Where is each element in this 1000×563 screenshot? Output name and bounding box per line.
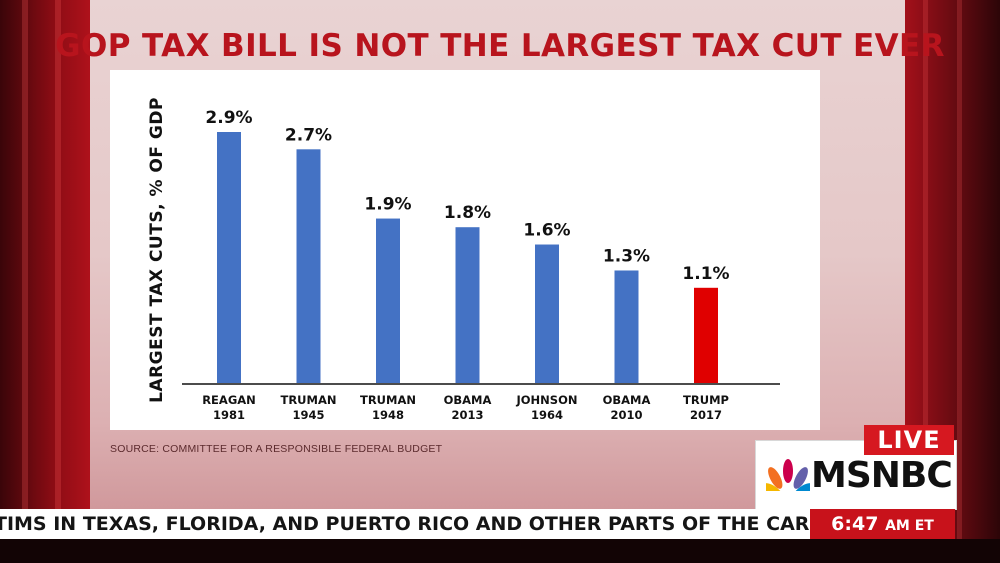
bar-trump-2017: [694, 287, 718, 383]
background-stripe: [55, 0, 61, 563]
data-label: 1.9%: [364, 195, 411, 215]
background-left: [0, 0, 95, 563]
tick-label-year: 2017: [690, 408, 722, 422]
data-label: 1.1%: [682, 264, 729, 284]
tick-label-name: TRUMAN: [360, 393, 416, 407]
tick-label-name: JOHNSON: [516, 393, 578, 407]
data-label: 1.8%: [444, 203, 491, 223]
clock-time: 6:47: [831, 513, 879, 535]
background-stripe: [22, 0, 28, 563]
tick-label-year: 2013: [451, 408, 483, 422]
tick-label-year: 1981: [213, 408, 245, 422]
bar-truman-1948: [376, 218, 400, 383]
bar-johnson-1964: [535, 244, 559, 383]
bar-obama-2013: [455, 227, 480, 383]
tick-label-year: 2010: [610, 408, 642, 422]
data-label: 2.9%: [205, 108, 252, 128]
tick-label-year: 1964: [531, 408, 563, 422]
chart-card: LARGEST TAX CUTS, % OF GDP 2.9% REAGAN 198…: [110, 70, 820, 430]
background-stripe: [923, 0, 928, 563]
tick-label-year: 1948: [372, 408, 404, 422]
bar-chart: LARGEST TAX CUTS, % OF GDP 2.9% REAGAN198…: [147, 97, 780, 422]
bar-obama-2010: [614, 270, 639, 383]
tick-label-name: OBAMA: [603, 393, 651, 407]
data-label: 2.7%: [285, 125, 332, 145]
tick-label-year: 1945: [292, 408, 324, 422]
network-name: MSNBC: [811, 455, 953, 496]
clock: 6:47 AM ET: [810, 509, 955, 539]
tick-label-name: TRUMP: [683, 393, 729, 407]
news-ticker: TIMS IN TEXAS, FLORIDA, AND PUERTO RICO …: [0, 509, 810, 539]
tick-label-name: REAGAN: [202, 393, 256, 407]
live-badge: LIVE: [864, 425, 954, 455]
bar-truman-1945: [296, 149, 321, 383]
background-stripe: [957, 0, 962, 563]
bottom-bar: [0, 539, 1000, 563]
ticker-text: TIMS IN TEXAS, FLORIDA, AND PUERTO RICO …: [0, 513, 810, 535]
bar-reagan-1981: [217, 132, 241, 383]
data-label: 1.3%: [603, 246, 650, 266]
y-axis-label: LARGEST TAX CUTS, % OF GDP: [147, 97, 167, 403]
peacock-icon: [766, 459, 810, 491]
headline: GOP TAX BILL IS NOT THE LARGEST TAX CUT …: [55, 28, 945, 64]
tick-label-name: OBAMA: [444, 393, 492, 407]
source-note: SOURCE: COMMITTEE FOR A RESPONSIBLE FEDE…: [110, 443, 443, 455]
data-label: 1.6%: [523, 221, 570, 241]
bars-group: 2.9%REAGAN19812.7%TRUMAN19451.9%TRUMAN19…: [202, 108, 729, 422]
tick-label-name: TRUMAN: [280, 393, 336, 407]
clock-suffix: AM ET: [885, 518, 934, 534]
